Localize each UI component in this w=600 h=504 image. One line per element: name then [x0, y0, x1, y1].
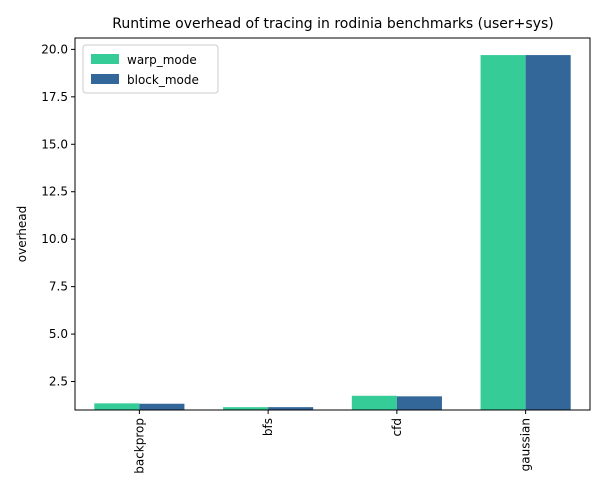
chart-title: Runtime overhead of tracing in rodinia b…	[112, 16, 554, 32]
legend-swatch-block_mode	[91, 74, 119, 84]
y-tick-label: 15.0	[41, 137, 68, 151]
y-tick-label: 10.0	[41, 232, 68, 246]
bar-warp_mode-bfs	[223, 407, 269, 410]
x-tick-label: gaussian	[519, 418, 533, 471]
y-tick-label: 2.5	[49, 375, 68, 389]
y-tick-label: 7.5	[49, 280, 68, 294]
y-tick-label: 12.5	[41, 185, 68, 199]
bar-block_mode-cfd	[396, 396, 442, 410]
plot-area: 2.5 5.0 7.5 10.0 12.5 15.0 17.5 20.0 backprop bfs…	[41, 37, 591, 474]
legend-swatch-warp_mode	[91, 54, 119, 64]
bar-warp_mode-cfd	[351, 395, 397, 410]
x-tick-label: backprop	[132, 418, 146, 474]
legend-label-block_mode: block_mode	[127, 73, 199, 87]
y-axis-label: overhead	[15, 206, 29, 263]
y-tick-label: 20.0	[41, 42, 68, 56]
y-tick-label: 17.5	[41, 90, 68, 104]
bar-warp_mode-gaussian	[480, 55, 526, 410]
legend-label-warp_mode: warp_mode	[127, 53, 197, 67]
x-tick-label: cfd	[390, 418, 404, 436]
bar-block_mode-bfs	[268, 407, 314, 410]
axes-frame	[74, 37, 591, 411]
x-tick-label: bfs	[261, 418, 275, 436]
bar-block_mode-backprop	[139, 403, 185, 410]
bar-warp_mode-backprop	[94, 403, 140, 410]
y-tick-label: 5.0	[49, 327, 68, 341]
bar-block_mode-gaussian	[525, 55, 571, 410]
legend: warp_mode block_mode	[82, 44, 219, 94]
